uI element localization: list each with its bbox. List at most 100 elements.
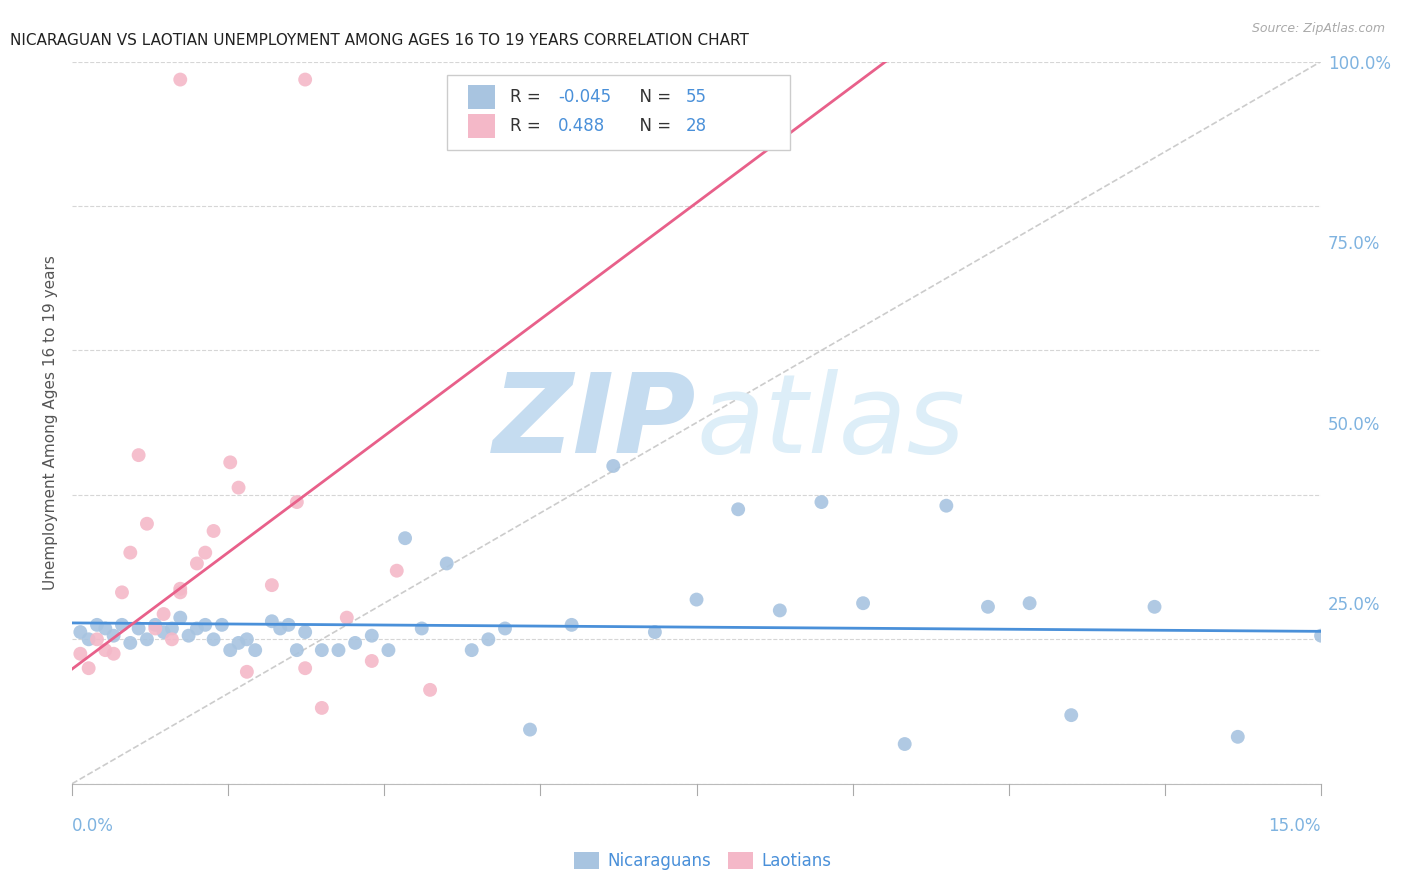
Point — [810, 495, 832, 509]
Point — [1226, 730, 1249, 744]
Point — [202, 524, 225, 538]
Point — [143, 622, 166, 636]
Point — [77, 661, 100, 675]
Point — [727, 502, 749, 516]
Point — [294, 625, 316, 640]
Text: 0.0%: 0.0% — [72, 817, 114, 835]
Point — [336, 610, 359, 624]
Point — [194, 618, 217, 632]
Point — [143, 618, 166, 632]
Point — [328, 643, 350, 657]
Point — [228, 481, 250, 495]
Point — [494, 622, 516, 636]
Point — [169, 72, 191, 87]
Point — [120, 546, 142, 560]
Point — [311, 643, 333, 657]
Point — [1310, 629, 1333, 643]
Point — [169, 585, 191, 599]
Point — [935, 499, 957, 513]
Point — [344, 636, 367, 650]
Text: R =: R = — [510, 88, 547, 106]
Point — [169, 610, 191, 624]
Point — [103, 629, 125, 643]
Point — [245, 643, 267, 657]
Point — [86, 618, 108, 632]
Point — [177, 629, 200, 643]
Point — [394, 531, 416, 545]
Point — [477, 632, 499, 647]
FancyBboxPatch shape — [468, 86, 495, 109]
Point — [152, 625, 174, 640]
Text: N =: N = — [628, 88, 676, 106]
Point — [160, 632, 183, 647]
Point — [152, 607, 174, 621]
Point — [360, 629, 382, 643]
Y-axis label: Unemployment Among Ages 16 to 19 years: Unemployment Among Ages 16 to 19 years — [44, 255, 58, 591]
Point — [94, 643, 117, 657]
Point — [436, 557, 458, 571]
Point — [202, 632, 225, 647]
Text: 0.488: 0.488 — [558, 117, 605, 136]
Point — [285, 643, 308, 657]
FancyBboxPatch shape — [447, 75, 790, 151]
Text: R =: R = — [510, 117, 547, 136]
Point — [86, 632, 108, 647]
Point — [169, 582, 191, 596]
Point — [893, 737, 915, 751]
Text: atlas: atlas — [696, 369, 965, 476]
Point — [228, 636, 250, 650]
Text: ZIP: ZIP — [494, 369, 696, 476]
Point — [269, 622, 291, 636]
Point — [111, 618, 134, 632]
Point — [285, 495, 308, 509]
Point — [385, 564, 408, 578]
Point — [602, 458, 624, 473]
Point — [852, 596, 875, 610]
Point — [644, 625, 666, 640]
Point — [419, 682, 441, 697]
Point — [211, 618, 233, 632]
Point — [111, 585, 134, 599]
Point — [128, 448, 150, 462]
Point — [294, 72, 316, 87]
Point — [277, 618, 299, 632]
Point — [128, 622, 150, 636]
Point — [120, 636, 142, 650]
Point — [69, 625, 91, 640]
Point — [260, 578, 283, 592]
Point — [360, 654, 382, 668]
Point — [136, 516, 159, 531]
Text: NICARAGUAN VS LAOTIAN UNEMPLOYMENT AMONG AGES 16 TO 19 YEARS CORRELATION CHART: NICARAGUAN VS LAOTIAN UNEMPLOYMENT AMONG… — [10, 33, 748, 48]
Text: 28: 28 — [685, 117, 706, 136]
Text: Source: ZipAtlas.com: Source: ZipAtlas.com — [1251, 22, 1385, 36]
Point — [186, 557, 208, 571]
Point — [1143, 599, 1166, 614]
FancyBboxPatch shape — [468, 114, 495, 138]
Point — [685, 592, 707, 607]
Point — [1018, 596, 1040, 610]
Point — [236, 665, 259, 679]
Point — [77, 632, 100, 647]
Point — [769, 603, 792, 617]
Point — [69, 647, 91, 661]
Point — [236, 632, 259, 647]
Point — [160, 622, 183, 636]
Point — [136, 632, 159, 647]
Point — [103, 647, 125, 661]
Point — [94, 622, 117, 636]
Point — [219, 455, 242, 469]
Text: -0.045: -0.045 — [558, 88, 612, 106]
Point — [377, 643, 399, 657]
Point — [519, 723, 541, 737]
Point — [219, 643, 242, 657]
Point — [460, 643, 482, 657]
Point — [186, 622, 208, 636]
Text: 15.0%: 15.0% — [1268, 817, 1322, 835]
Text: N =: N = — [628, 117, 676, 136]
Point — [977, 599, 1000, 614]
Point — [311, 701, 333, 715]
Text: 55: 55 — [685, 88, 706, 106]
Legend: Nicaraguans, Laotians: Nicaraguans, Laotians — [568, 845, 838, 877]
Point — [260, 614, 283, 628]
Point — [1060, 708, 1083, 723]
